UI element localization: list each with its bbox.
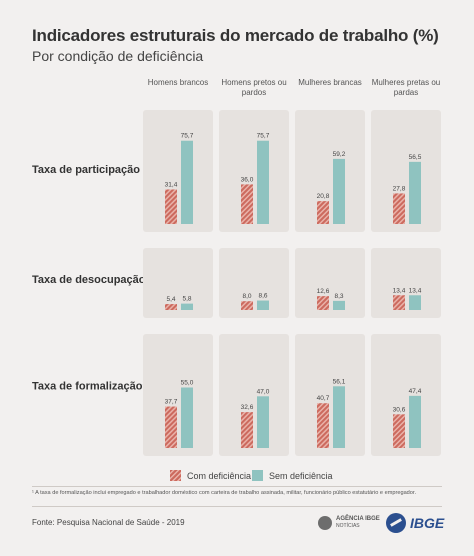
bar-sem-deficiencia	[409, 161, 421, 224]
panel-bg	[295, 110, 365, 232]
data-label: 8,3	[334, 293, 343, 300]
data-label: 20,8	[317, 193, 330, 200]
data-label: 37,7	[165, 399, 178, 406]
data-label: 55,0	[181, 380, 194, 387]
footnote: ¹ A taxa de formalização inclui empregad…	[32, 490, 417, 496]
legend-label-sem: Sem deficiência	[269, 470, 333, 481]
chart-subtitle: Por condição de deficiência	[32, 48, 204, 64]
data-label: 75,7	[257, 133, 270, 140]
data-label: 56,1	[333, 378, 346, 385]
agencia-logo-subtext: NOTÍCIAS	[336, 523, 360, 529]
data-label: 59,2	[333, 151, 346, 158]
data-label: 12,6	[317, 288, 330, 295]
data-label: 8,0	[242, 293, 251, 300]
bar-sem-deficiencia	[257, 396, 269, 448]
panel-bg	[371, 334, 441, 456]
data-label: 40,7	[317, 395, 330, 402]
data-label: 8,6	[258, 293, 267, 300]
bar-com-deficiencia	[393, 193, 405, 224]
bar-sem-deficiencia	[181, 303, 193, 310]
agencia-ibge-logo: AGÊNCIA IBGE NOTÍCIAS	[318, 513, 380, 533]
bar-com-deficiencia	[241, 301, 253, 310]
agencia-logo-mark	[318, 516, 332, 530]
data-label: 30,6	[393, 406, 406, 413]
data-label: 36,0	[241, 176, 254, 183]
bar-sem-deficiencia	[181, 387, 193, 448]
bar-sem-deficiencia	[257, 140, 269, 224]
row-label-participacao: Taxa de participação	[32, 164, 141, 176]
bar-com-deficiencia	[393, 414, 405, 448]
bar-sem-deficiencia	[333, 300, 345, 310]
data-label: 13,4	[409, 287, 422, 294]
bar-sem-deficiencia	[409, 395, 421, 448]
ibge-logo: IBGE	[386, 512, 444, 534]
data-label: 31,4	[165, 181, 178, 188]
data-label: 5,4	[166, 296, 175, 303]
divider-bottom	[32, 506, 442, 507]
data-label: 5,8	[182, 296, 191, 303]
bar-sem-deficiencia	[409, 295, 421, 310]
bar-com-deficiencia	[317, 201, 329, 224]
bar-com-deficiencia	[165, 304, 177, 310]
bar-com-deficiencia	[165, 189, 177, 224]
legend-swatch-com	[170, 470, 181, 481]
legend-item-sem: Sem deficiência	[252, 470, 333, 481]
data-label: 75,7	[181, 133, 194, 140]
panel-bg	[371, 248, 441, 318]
column-header-homens-brancos: Homens brancos	[147, 78, 209, 87]
divider-top	[32, 486, 442, 487]
column-header-mulheres-brancas: Mulheres brancas	[298, 78, 362, 87]
data-label: 47,4	[409, 388, 422, 395]
agencia-logo-text: AGÊNCIA IBGE	[336, 516, 380, 522]
ibge-logo-mark	[386, 513, 406, 533]
row-label-desocupacao: Taxa de desocupação	[32, 274, 146, 286]
panel-bg	[219, 110, 289, 232]
bar-com-deficiencia	[241, 184, 253, 224]
panel-bg	[295, 334, 365, 456]
ibge-logo-text: IBGE	[410, 515, 445, 531]
bar-com-deficiencia	[317, 403, 329, 448]
panel-bg	[371, 110, 441, 232]
bar-com-deficiencia	[241, 412, 253, 448]
bar-sem-deficiencia	[257, 300, 269, 310]
bar-com-deficiencia	[317, 296, 329, 310]
data-label: 56,5	[409, 154, 422, 161]
source-note: Fonte: Pesquisa Nacional de Saúde - 2019	[32, 518, 185, 527]
bar-com-deficiencia	[393, 295, 405, 310]
panel-bg	[143, 334, 213, 456]
panel-bg	[219, 248, 289, 318]
bar-chart: 31,4 75,7 36,0 75,7 20,8 59,2 27,8 56,5 5,4 5,8 8,…	[143, 110, 441, 456]
chart-title: Indicadores estruturais do mercado de tr…	[32, 26, 439, 45]
data-label: 13,4	[393, 287, 406, 294]
panel-bg	[219, 334, 289, 456]
data-label: 47,0	[257, 388, 270, 395]
legend-label-com: Com deficiência	[187, 470, 252, 481]
bar-sem-deficiencia	[181, 140, 193, 224]
legend-item-com: Com deficiência	[170, 470, 251, 481]
data-label: 32,6	[241, 404, 254, 411]
data-label: 27,8	[393, 185, 406, 192]
panel-bg	[143, 248, 213, 318]
bar-com-deficiencia	[165, 406, 177, 448]
panel-bg	[295, 248, 365, 318]
bar-sem-deficiencia	[333, 158, 345, 224]
panel-bg	[143, 110, 213, 232]
bar-sem-deficiencia	[333, 386, 345, 448]
column-header-homens-pretos-pardos: Homens pretos ou pardos	[221, 78, 287, 97]
column-header-mulheres-pretas-pardas: Mulheres pretas ou pardas	[371, 78, 441, 97]
legend-swatch-sem	[252, 470, 263, 481]
legend: Com deficiência Sem deficiência	[0, 470, 474, 484]
